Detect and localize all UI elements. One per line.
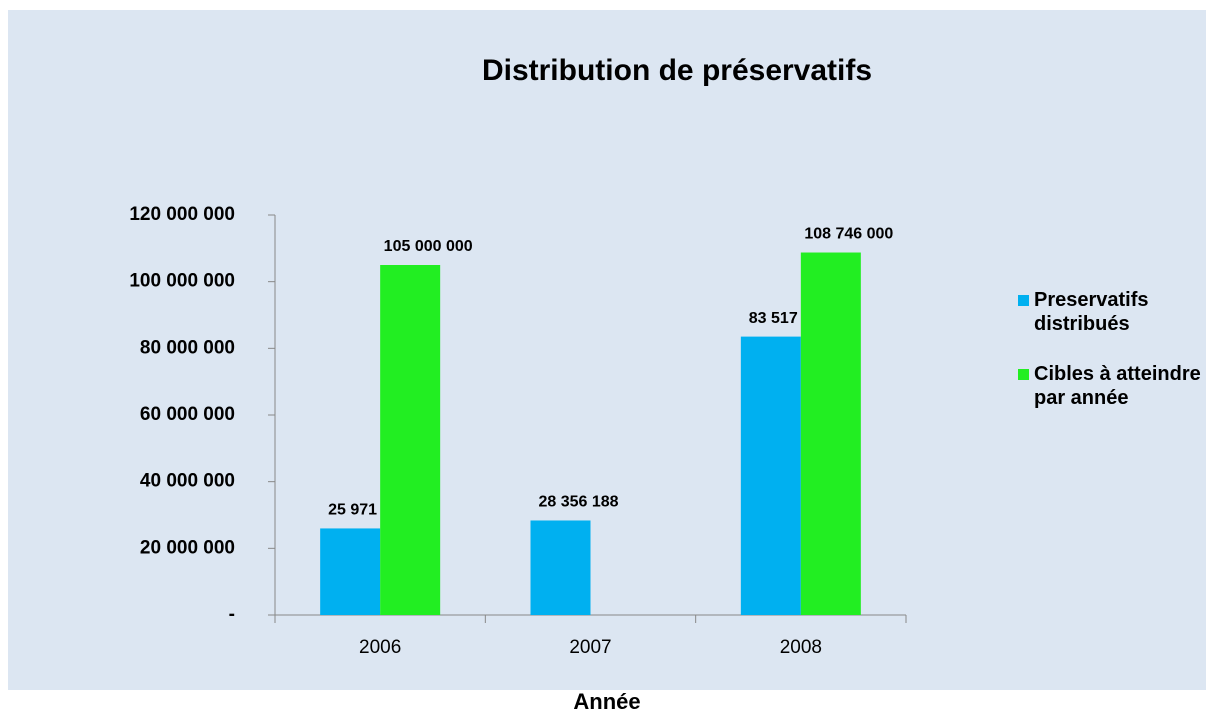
y-tick-label: - — [229, 604, 235, 625]
legend-item: Preservatifs distribués — [1018, 288, 1203, 336]
bar — [530, 520, 591, 615]
background — [8, 10, 1206, 690]
bar — [380, 265, 441, 615]
bar — [320, 528, 381, 615]
bar — [800, 252, 861, 615]
legend-label: Preservatifs distribués — [1034, 289, 1149, 335]
y-tick-label: 100 000 000 — [129, 271, 235, 292]
bar — [740, 336, 801, 615]
x-tick-label: 2008 — [780, 637, 822, 658]
data-label: 108 746 000 — [804, 226, 893, 243]
legend: Preservatifs distribués Cibles à atteindr… — [1018, 288, 1203, 436]
legend-item: Cibles à atteindre par année — [1018, 362, 1203, 410]
y-tick-label: 60 000 000 — [140, 404, 235, 425]
y-tick-label: 40 000 000 — [140, 471, 235, 492]
y-tick-label: 20 000 000 — [140, 537, 235, 558]
data-label: 28 356 188 — [538, 494, 618, 511]
x-axis-label: Année — [573, 689, 640, 714]
y-tick-label: 120 000 000 — [129, 204, 235, 225]
legend-swatch — [1018, 369, 1029, 380]
data-label: 105 000 000 — [384, 238, 473, 255]
legend-swatch — [1018, 295, 1029, 306]
y-tick-label: 80 000 000 — [140, 337, 235, 358]
x-tick-label: 2006 — [359, 637, 401, 658]
x-tick-label: 2007 — [569, 637, 611, 658]
legend-label: Cibles à atteindre par année — [1034, 363, 1201, 409]
chart-title: Distribution de préservatifs — [482, 54, 872, 87]
